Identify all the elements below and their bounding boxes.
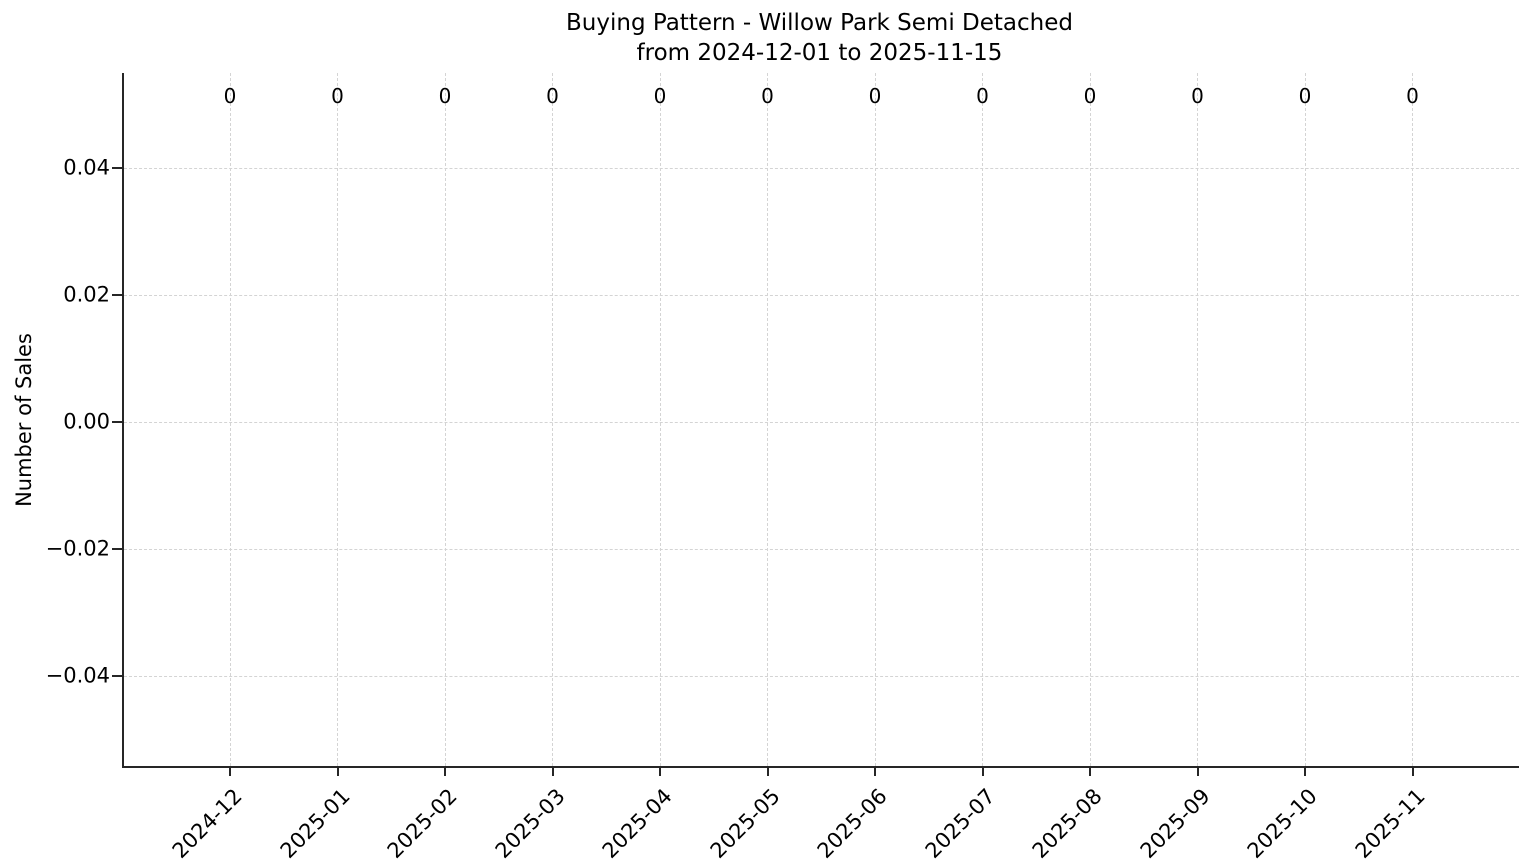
- x-tick-label: 2025-02: [382, 784, 462, 863]
- x-tick: [1411, 768, 1414, 776]
- bar-value-label: 0: [223, 84, 237, 108]
- x-tick-label: 2025-01: [275, 784, 355, 863]
- y-tick: [112, 548, 122, 550]
- plot-area: 0.04 0.02 0.00 −0.02 −0.04 2024-12 0 2025-01 0 20…: [46, 73, 1519, 863]
- bar-value-label: 0: [976, 84, 989, 108]
- x-tick-label: 2025-04: [597, 784, 677, 863]
- y-gridline: [124, 167, 1519, 169]
- chart-title: Buying Pattern - Willow Park Semi Detach…: [122, 8, 1517, 68]
- x-tick-label: 2024-12: [167, 784, 247, 863]
- bar-value-label: 0: [868, 84, 882, 108]
- bar-value-label: 0: [1083, 84, 1097, 108]
- bar-value-label: 0: [653, 84, 667, 108]
- x-tick: [1304, 768, 1306, 776]
- x-gridline: [767, 73, 768, 766]
- x-gridline: [874, 73, 876, 766]
- x-tick-label: 2025-07: [920, 784, 1000, 863]
- x-gridline: [1304, 73, 1306, 766]
- y-axis-title: Number of Sales: [12, 333, 36, 507]
- x-tick-label: 2025-06: [812, 784, 892, 863]
- x-tick: [229, 768, 231, 776]
- x-tick-label: 2025-08: [1027, 784, 1107, 863]
- y-tick: [112, 421, 122, 423]
- x-tick-label: 2025-10: [1242, 784, 1322, 863]
- x-gridline: [444, 73, 446, 766]
- x-gridline: [552, 73, 553, 766]
- x-tick: [659, 768, 661, 776]
- y-gridline: [124, 421, 1519, 423]
- x-tick: [336, 768, 339, 776]
- x-gridline: [982, 73, 983, 766]
- y-tick: [112, 294, 122, 296]
- bar-value-label: 0: [1298, 84, 1312, 108]
- chart-title-line1: Buying Pattern - Willow Park Semi Detach…: [566, 10, 1073, 36]
- y-tick-label: 0.02: [63, 282, 110, 307]
- x-tick-label: 2025-11: [1350, 784, 1430, 863]
- x-tick: [766, 768, 769, 776]
- x-tick-label: 2025-09: [1135, 784, 1215, 863]
- bar-value-label: 0: [438, 84, 452, 108]
- x-gridline: [1412, 73, 1413, 766]
- y-gridline: [124, 548, 1519, 550]
- x-gridline: [659, 73, 661, 766]
- x-tick: [551, 768, 554, 776]
- x-tick: [874, 768, 876, 776]
- y-tick: [112, 167, 122, 169]
- x-gridline: [1197, 73, 1198, 766]
- y-tick-label: −0.04: [45, 663, 110, 688]
- x-gridline: [229, 73, 231, 766]
- chart-title-line2: from 2024-12-01 to 2025-11-15: [636, 40, 1003, 66]
- x-tick: [1089, 768, 1091, 776]
- y-tick-label: −0.02: [45, 536, 110, 561]
- y-tick-label: 0.00: [63, 409, 110, 434]
- bar-value-label: 0: [331, 84, 344, 108]
- y-gridline: [124, 294, 1519, 296]
- x-tick: [444, 768, 446, 776]
- x-gridline: [1089, 73, 1091, 766]
- x-tick-label: 2025-05: [705, 784, 785, 863]
- x-tick: [1196, 768, 1199, 776]
- y-gridline: [124, 675, 1519, 677]
- bar-value-label: 0: [1191, 84, 1204, 108]
- y-tick: [112, 675, 122, 677]
- x-tick: [981, 768, 984, 776]
- bar-value-label: 0: [761, 84, 774, 108]
- bar-value-label: 0: [1406, 84, 1419, 108]
- x-gridline: [337, 73, 338, 766]
- bar-value-label: 0: [546, 84, 559, 108]
- x-tick-label: 2025-03: [490, 784, 570, 863]
- y-tick-label: 0.04: [63, 155, 110, 180]
